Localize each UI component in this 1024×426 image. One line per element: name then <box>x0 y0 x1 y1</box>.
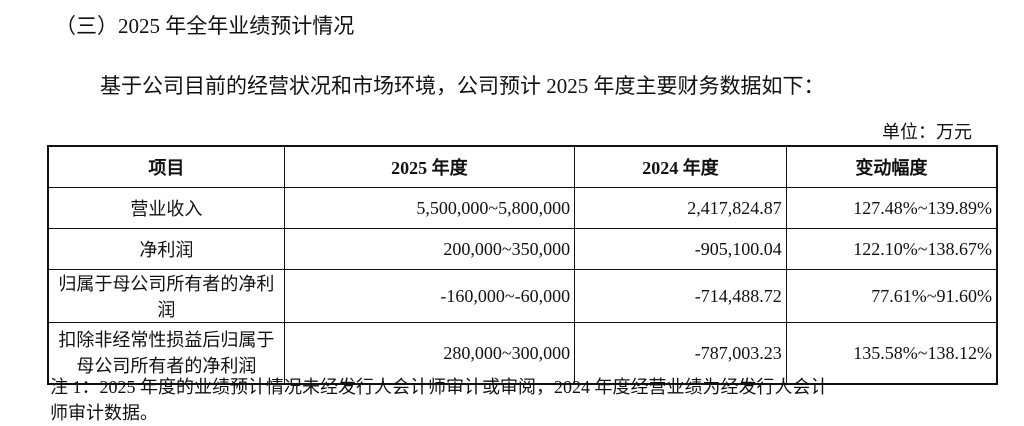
table-cell: 归属于母公司所有者的净利润 <box>47 269 285 323</box>
note-line: 师审计数据。 <box>50 403 158 423</box>
page: {"heading": "（三）2025 年全年业绩预计情况", "intro"… <box>47 14 998 423</box>
table-cell: 122.10%~138.67% <box>785 228 998 270</box>
table-cell: 200,000~350,000 <box>283 228 576 270</box>
table-cell: 5,500,000~5,800,000 <box>283 187 576 229</box>
table-row: 营业收入 5,500,000~5,800,000 2,417,824.87 127.4… <box>47 187 998 229</box>
header-cell: 2025 年度 <box>283 145 576 188</box>
table-cell: 2,417,824.87 <box>574 187 787 229</box>
table-cell: -905,100.04 <box>574 228 787 270</box>
table-row: 归属于母公司所有者的净利润 -160,000~-60,000 -714,488.72… <box>47 269 998 323</box>
table-cell: 扣除非经常性损益后归属于母公司所有者的净利润 <box>47 322 285 385</box>
table-cell: 280,000~300,000 <box>283 322 576 385</box>
header-row: 项目 2025 年度 2024 年度 变动幅度 <box>47 145 998 188</box>
table-cell: 77.61%~91.60% <box>785 269 998 323</box>
intro-text: 基于公司目前的经营状况和市场环境，公司预计 2025 年度主要财务数据如下： <box>100 74 825 98</box>
note: 注 1：2025 年度的业绩预计情况未经发行人会计师审计或审阅，2024 年度经… <box>50 374 829 426</box>
table-row: 净利润 200,000~350,000 -905,100.04 122.10%~138… <box>47 228 998 270</box>
header-cell: 项目 <box>47 145 285 188</box>
note-line: 注 1：2025 年度的业绩预计情况未经发行人会计师审计或审阅，2024 年度经… <box>50 377 829 397</box>
table-row: 扣除非经常性损益后归属于母公司所有者的净利润 280,000~300,000 -78… <box>47 322 998 385</box>
forecast-table: 项目 2025 年度 2024 年度 变动幅度 营业收入 5,500,000~5,800… <box>47 145 998 385</box>
table-cell: 127.48%~139.89% <box>785 187 998 229</box>
unit-label: 单位：万元 <box>882 122 972 142</box>
section-heading: （三）2025 年全年业绩预计情况 <box>55 14 355 38</box>
header-cell: 变动幅度 <box>785 145 998 188</box>
table-cell: 净利润 <box>47 228 285 270</box>
table-cell: -160,000~-60,000 <box>283 269 576 323</box>
table-cell: 营业收入 <box>47 187 285 229</box>
header-cell: 2024 年度 <box>574 145 787 188</box>
table-cell: -787,003.23 <box>574 322 787 385</box>
table-cell: 135.58%~138.12% <box>785 322 998 385</box>
table-cell: -714,488.72 <box>574 269 787 323</box>
